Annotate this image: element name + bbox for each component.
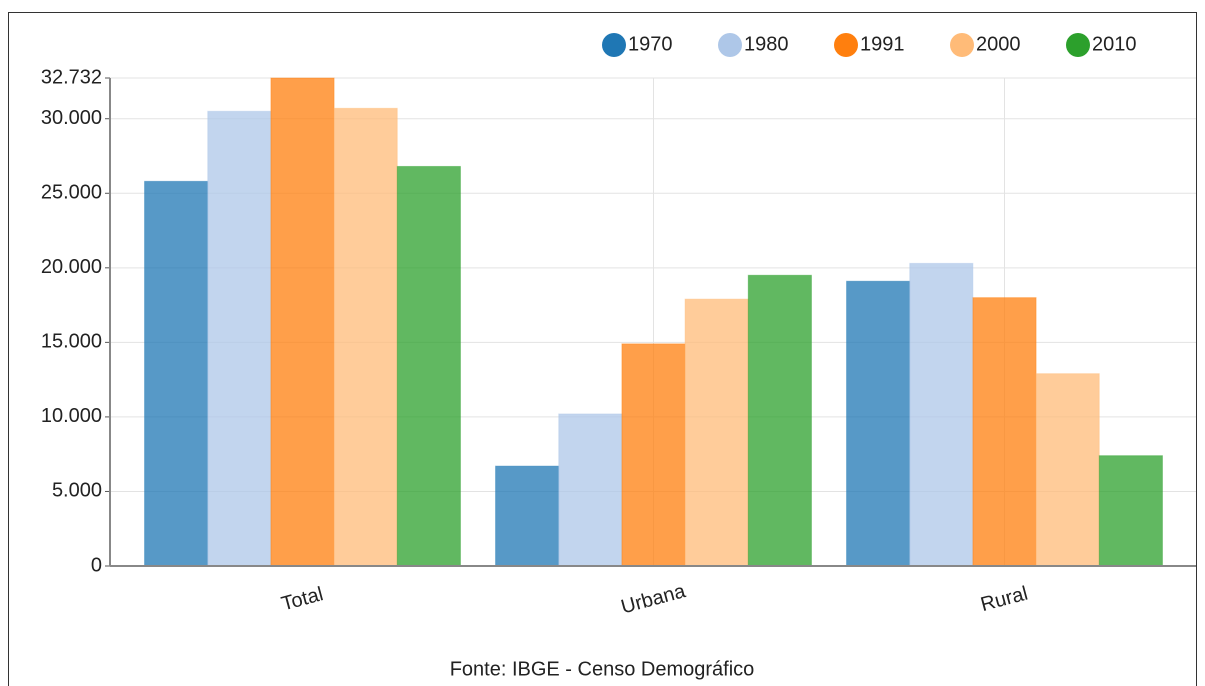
source: Fonte: IBGE - Censo Demográfico (450, 658, 755, 680)
x-tick-label: Total (279, 583, 326, 615)
bar (846, 280, 911, 567)
legend-label: 1991 (860, 33, 905, 55)
y-tick-label: 15.000 (41, 331, 102, 353)
bar (909, 262, 974, 567)
legend-label: 2010 (1092, 33, 1137, 55)
legend-label: 1980 (744, 33, 789, 55)
bar (1098, 455, 1163, 567)
legend-swatch (950, 33, 974, 57)
bar (144, 180, 209, 567)
bar (207, 110, 272, 567)
bar (495, 465, 560, 567)
bar (621, 343, 686, 567)
legend-swatch (718, 33, 742, 57)
bar (1035, 373, 1100, 567)
legend-swatch (602, 33, 626, 57)
bar (270, 77, 335, 567)
legend-label: 1970 (628, 33, 673, 55)
bar (558, 413, 623, 567)
bar (396, 165, 461, 567)
y-tick-label: 5.000 (52, 480, 102, 502)
bar (747, 274, 812, 567)
frame (8, 12, 1197, 686)
legend-swatch (834, 33, 858, 57)
y-tick-label: 0 (91, 554, 102, 576)
legend-swatch (1066, 33, 1090, 57)
y-tick-label: 32.732 (41, 66, 102, 88)
y-tick-label: 20.000 (41, 256, 102, 278)
x-tick-label: Urbana (619, 580, 689, 618)
bar (972, 297, 1037, 567)
x-tick-label: Rural (978, 582, 1030, 616)
y-tick-label: 10.000 (41, 405, 102, 427)
bar (333, 107, 398, 567)
legend-label: 2000 (976, 33, 1021, 55)
bar (684, 298, 749, 567)
y-tick-label: 25.000 (41, 182, 102, 204)
y-tick-label: 30.000 (41, 107, 102, 129)
